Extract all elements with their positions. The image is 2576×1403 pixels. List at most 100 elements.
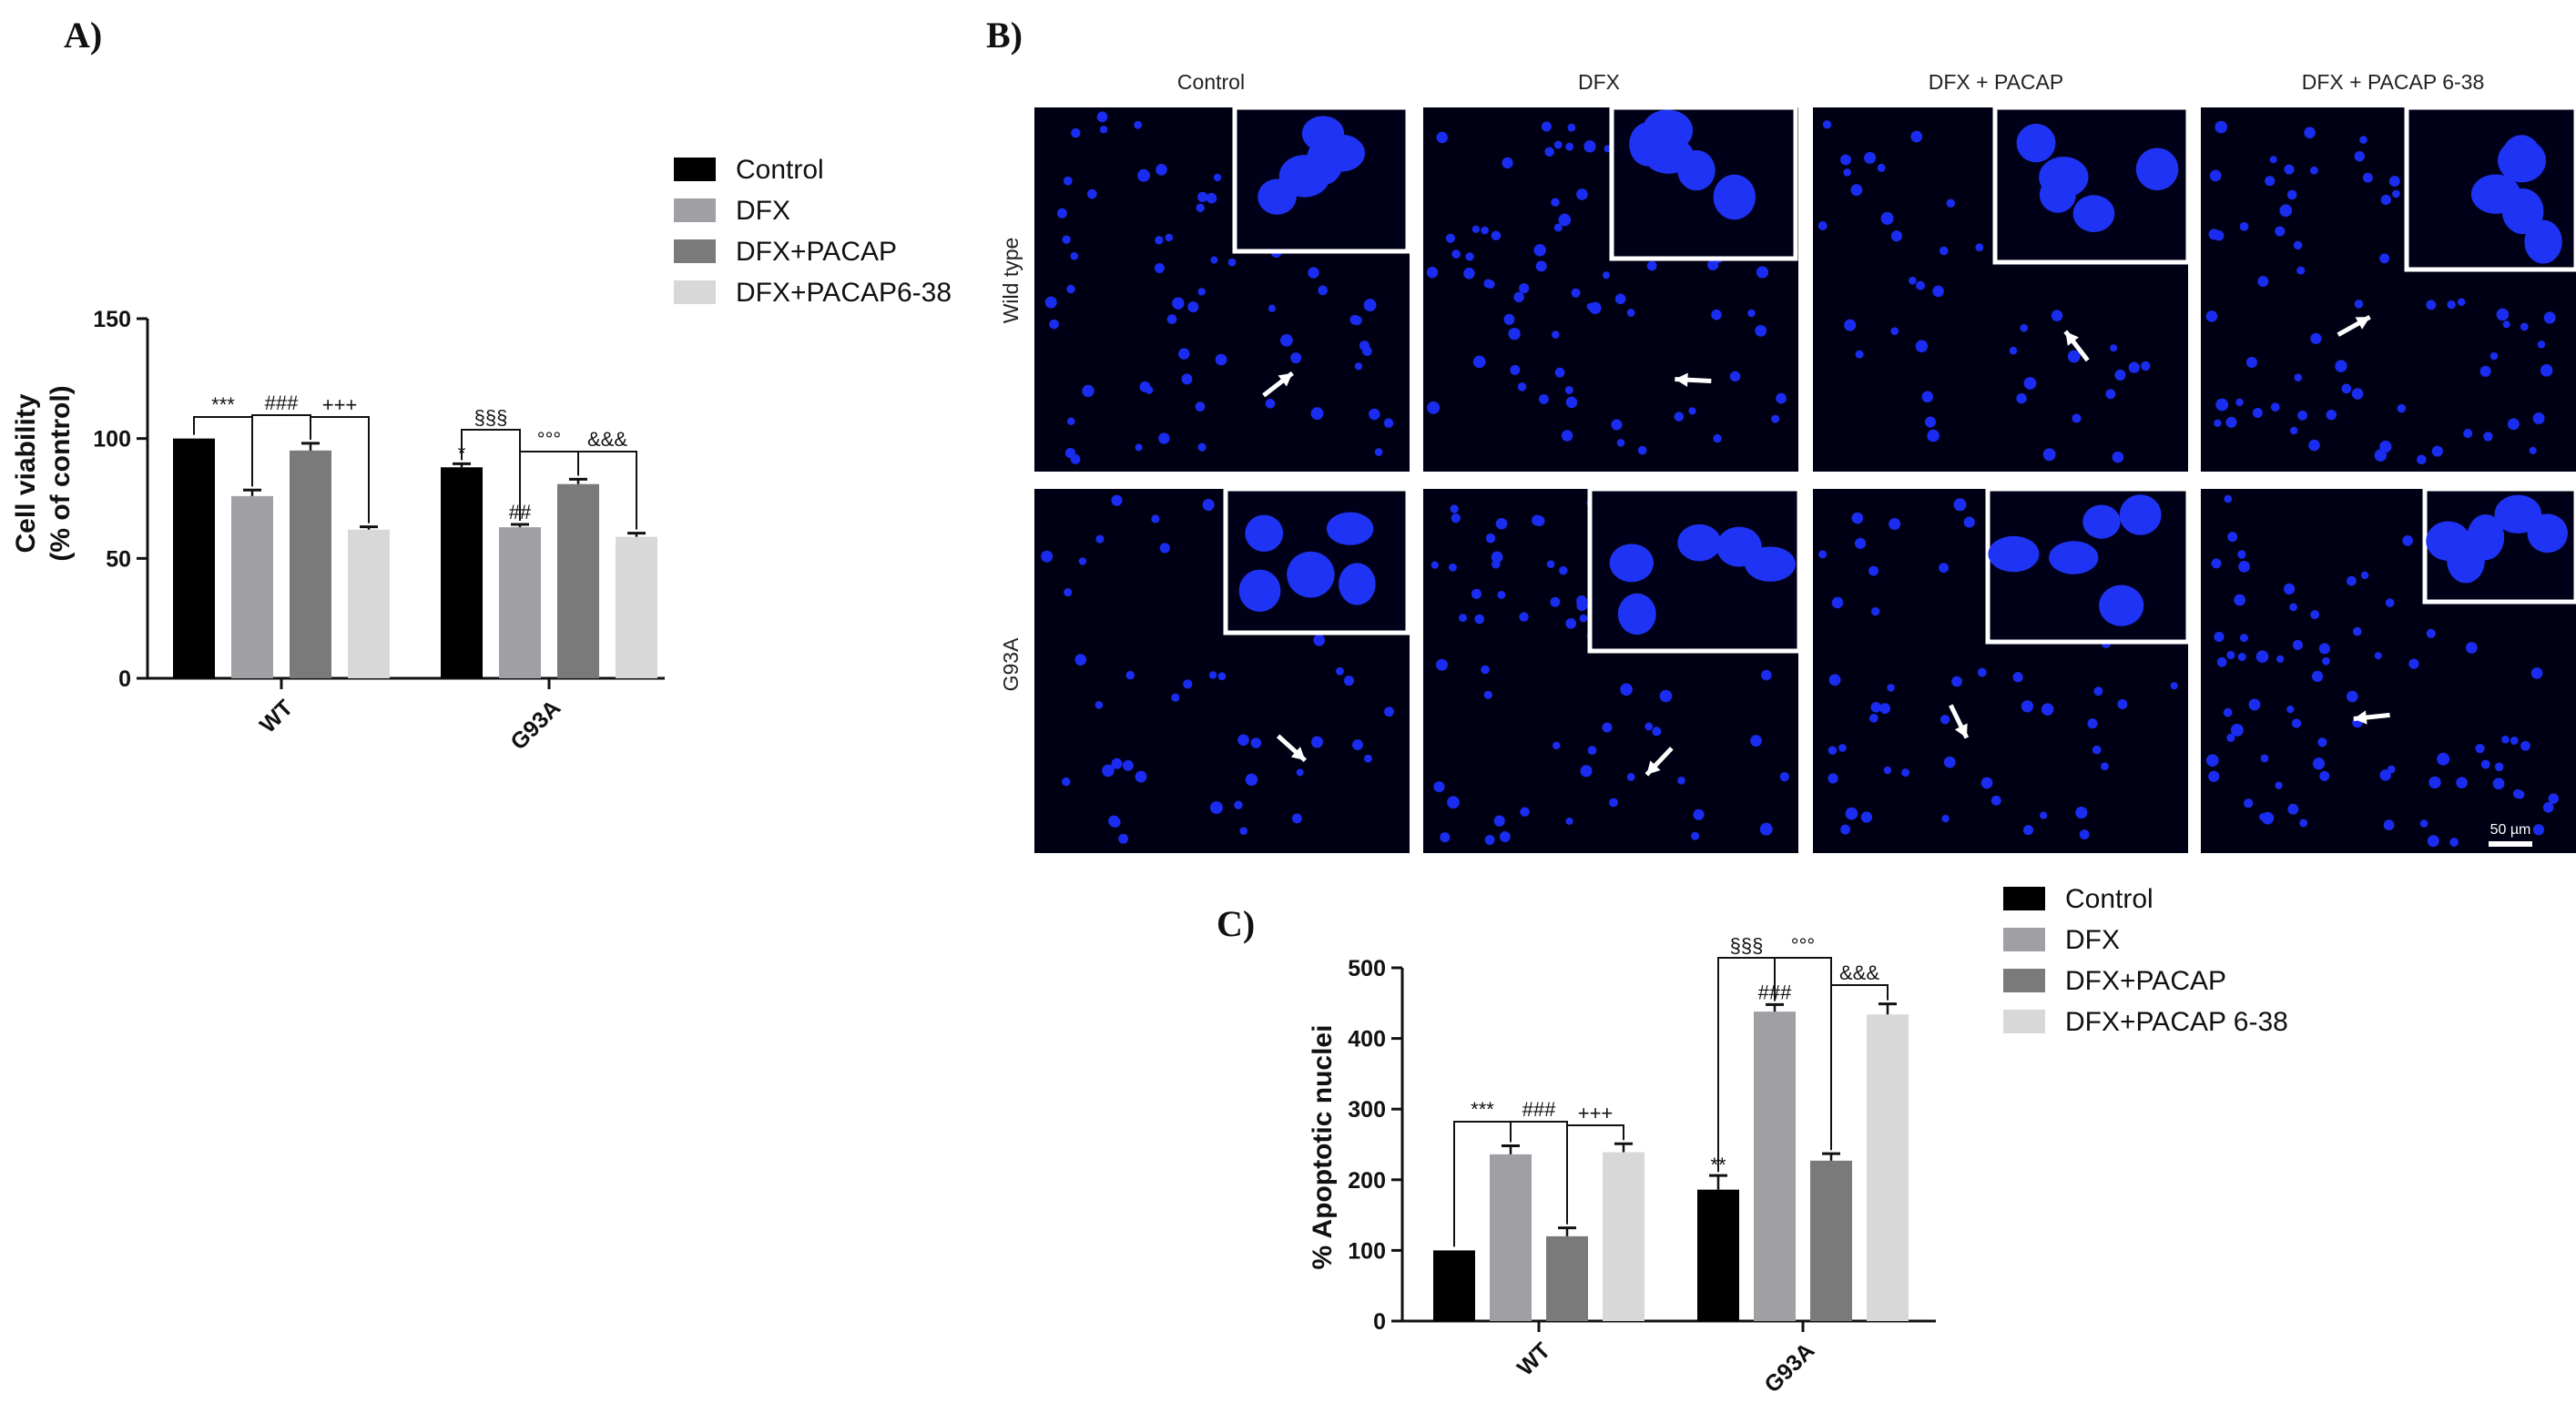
cell-nucleus: [2023, 377, 2037, 390]
panel-a-x-tick-label: G93A: [505, 695, 565, 755]
panel-a-legend-label: DFX+PACAP: [736, 237, 897, 267]
cell-nucleus: [1095, 701, 1104, 709]
cell-nucleus: [1539, 394, 1549, 404]
cell-nucleus: [1491, 551, 1503, 564]
cell-nucleus: [2287, 803, 2299, 815]
cell-nucleus: [1571, 288, 1581, 298]
panel-c-bar: [1433, 1250, 1475, 1321]
cell-nucleus: [2237, 652, 2246, 662]
cell-nucleus: [1493, 815, 1505, 827]
cell-nucleus: [1943, 756, 1956, 768]
cell-nucleus: [2520, 322, 2529, 331]
cell-nucleus: [1688, 407, 1696, 415]
cell-nucleus: [1916, 280, 1926, 290]
cell-nucleus: [2397, 403, 2407, 413]
cell-nucleus: [1963, 516, 1975, 528]
panel-a-ylabel: Cell viability: [11, 393, 41, 553]
cell-nucleus: [2244, 798, 2254, 808]
cell-nucleus: [2289, 603, 2297, 612]
cell-nucleus: [1828, 746, 1838, 756]
cell-nucleus: [2051, 310, 2063, 321]
cell-nucleus: [1234, 800, 1243, 810]
cell-nucleus: [2380, 194, 2391, 206]
cell-nucleus: [2227, 532, 2238, 543]
cell-nucleus: [1474, 614, 1484, 625]
cell-nucleus: [1491, 230, 1502, 241]
cell-nucleus: [2259, 813, 2267, 821]
cell-nucleus: [2286, 189, 2297, 200]
cell-nucleus: [2359, 136, 2367, 144]
cell-nucleus: [2275, 226, 2286, 237]
cell-nucleus: [2379, 440, 2392, 453]
cell-nucleus: [2542, 801, 2554, 813]
cell-nucleus: [2489, 351, 2499, 361]
cell-nucleus: [1503, 313, 1515, 325]
panel-c-y-tick-label: 400: [1348, 1027, 1386, 1052]
panel-a-y-tick-label: 50: [106, 546, 131, 572]
inset-nucleus: [1713, 174, 1756, 220]
cell-nucleus: [2208, 770, 2220, 782]
cell-nucleus: [1541, 121, 1552, 132]
arrow-head-icon: [1646, 760, 1661, 775]
cell-nucleus: [1495, 517, 1508, 530]
inset-nucleus: [2501, 135, 2541, 177]
cell-nucleus: [1747, 309, 1756, 318]
cell-nucleus: [1459, 614, 1468, 623]
cell-nucleus: [2093, 686, 2103, 696]
panel-b-microscopy: B) Control DFX DFX + PACAP DFX + PACAP 6…: [986, 15, 2576, 853]
cell-nucleus: [1517, 382, 1527, 391]
cell-nucleus: [1431, 561, 1439, 569]
cell-nucleus: [1172, 297, 1185, 310]
panel-a-g93a-control-mark: *: [458, 442, 466, 464]
cell-nucleus: [1771, 414, 1780, 423]
inset-nucleus: [2470, 174, 2521, 214]
cell-nucleus: [1064, 588, 1073, 597]
cell-nucleus: [1135, 443, 1143, 452]
panel-a-g93a-sig-bracket-pacap-pacap638-label: &&&: [587, 428, 627, 451]
cell-nucleus: [1049, 319, 1059, 330]
cell-nucleus: [2075, 806, 2088, 819]
cell-nucleus: [2208, 229, 2220, 240]
cell-nucleus: [1840, 154, 1851, 166]
cell-nucleus: [2170, 682, 2178, 690]
cell-nucleus: [1465, 252, 1474, 261]
panel-c-bar: [1490, 1154, 1532, 1321]
cell-nucleus: [2299, 818, 2308, 828]
cell-nucleus: [1755, 324, 1767, 337]
panel-a-bar: [616, 536, 657, 678]
cell-nucleus: [1427, 401, 1441, 414]
panel-a-bar: [557, 483, 599, 678]
cell-nucleus: [2466, 642, 2478, 654]
cell-nucleus: [1436, 658, 1448, 671]
cell-nucleus: [1245, 773, 1258, 787]
cell-nucleus: [1481, 665, 1490, 675]
inset-nucleus: [2039, 177, 2076, 213]
cell-nucleus: [1565, 618, 1577, 629]
cell-nucleus: [2255, 650, 2269, 663]
arrow-head-icon: [2065, 331, 2079, 346]
cell-nucleus: [2417, 454, 2427, 465]
cell-nucleus: [2532, 412, 2545, 424]
inset-nucleus: [1745, 546, 1797, 582]
cell-nucleus: [1145, 385, 1154, 394]
cell-nucleus: [1159, 543, 1170, 554]
cell-nucleus: [2297, 410, 2308, 421]
cell-nucleus: [1870, 702, 1882, 713]
cell-nucleus: [1890, 327, 1899, 336]
cell-nucleus: [1502, 157, 1513, 169]
cell-nucleus: [1551, 198, 1560, 207]
panel-c-sig-bracket-dfx-pacap-label: ###: [1522, 1098, 1556, 1121]
cell-nucleus: [2110, 344, 2118, 352]
cell-nucleus: [1532, 514, 1543, 526]
cell-nucleus: [2326, 409, 2337, 421]
panel-c-g93a-sig-bracket-pacap-pacap638: [1830, 984, 1889, 1151]
cell-nucleus: [1041, 550, 1054, 563]
cell-nucleus: [1818, 550, 1828, 559]
cell-nucleus: [2239, 221, 2249, 231]
panel-c-legend-swatch: [2003, 969, 2045, 992]
cell-nucleus: [2072, 413, 2082, 423]
cell-nucleus: [1070, 251, 1079, 260]
cell-nucleus: [2012, 672, 2023, 683]
cell-nucleus: [2537, 341, 2546, 349]
cell-nucleus: [1860, 811, 1873, 823]
